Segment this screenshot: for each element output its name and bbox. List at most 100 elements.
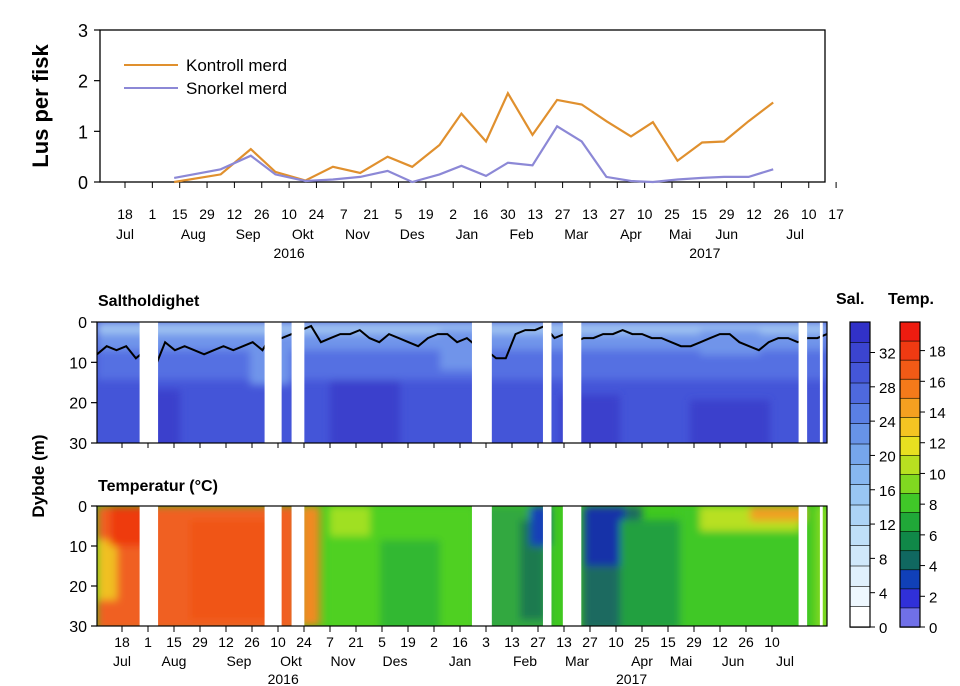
temp-x-month-label: Sep bbox=[227, 653, 252, 669]
kontroll-merd-line bbox=[174, 90, 774, 184]
temperature-colorbar-swatch bbox=[899, 340, 921, 361]
salinity-colorbar-tick-label: 12 bbox=[879, 517, 896, 534]
lice-x-tick-label: 27 bbox=[555, 206, 571, 222]
temp-x-tick-label: 21 bbox=[348, 634, 364, 650]
temp-x-month-label: Feb bbox=[513, 653, 537, 669]
salinity-colorbar-tick-label: 0 bbox=[879, 620, 887, 637]
data-gap bbox=[819, 506, 823, 626]
lice-x-tick-label: 13 bbox=[527, 206, 543, 222]
temperature-colorbar-swatch bbox=[899, 474, 921, 495]
lice-x-tick-label: 16 bbox=[473, 206, 489, 222]
temp-x-tick-label: 15 bbox=[166, 634, 182, 650]
salinity-colorbar-swatch bbox=[849, 342, 871, 364]
salinity-colorbar-tick-label: 24 bbox=[879, 414, 896, 431]
temperature-colorbar-tick-label: 18 bbox=[929, 344, 946, 361]
depth-axis-label: Dybde (m) bbox=[29, 434, 48, 517]
data-gap bbox=[471, 322, 492, 443]
temp-x-tick-label: 7 bbox=[326, 634, 334, 650]
lice-x-axis: 18 1 15 29 12 26 10 24 7 21 5 19 2 16 30 13 27 13 27 10 25 15… bbox=[116, 182, 844, 261]
temp-x-month-label: Apr bbox=[631, 653, 653, 669]
temp-x-tick-label: 18 bbox=[114, 634, 130, 650]
temp-x-tick-label: 15 bbox=[660, 634, 676, 650]
lice-y-tick-label: 0 bbox=[78, 173, 88, 193]
lice-x-tick-label: 10 bbox=[637, 206, 653, 222]
salinity-colorbar-swatch bbox=[849, 382, 871, 405]
lice-x-month-label: Jan bbox=[456, 226, 479, 242]
temperature-colorbar: Temp. 0 2 4 6 8 10 12 14 16 18 bbox=[888, 291, 946, 637]
temperature-colorbar-tick-label: 8 bbox=[929, 497, 937, 514]
lice-x-tick-label: 10 bbox=[281, 206, 297, 222]
lice-y-tick-label: 1 bbox=[78, 122, 88, 142]
temperature-colorbar-tick-label: 10 bbox=[929, 466, 946, 483]
lice-series bbox=[173, 90, 774, 184]
temperature-colorbar-swatch bbox=[899, 512, 921, 533]
temp-x-month-label: Nov bbox=[331, 653, 356, 669]
data-gap bbox=[471, 506, 492, 626]
lice-x-month-label: Mai bbox=[669, 226, 692, 242]
lice-x-tick-label: 13 bbox=[582, 206, 598, 222]
lice-x-tick-label: 26 bbox=[774, 206, 790, 222]
data-gap bbox=[562, 322, 582, 443]
temp-x-tick-label: 13 bbox=[504, 634, 520, 650]
lice-x-tick-label: 15 bbox=[692, 206, 708, 222]
temperature-colorbar-label: Temp. bbox=[888, 291, 934, 308]
lice-y-tick-label: 2 bbox=[78, 72, 88, 92]
lice-x-tick-label: 30 bbox=[500, 206, 516, 222]
temp-x-month-label: Jan bbox=[449, 653, 472, 669]
depth-tick-label: 20 bbox=[69, 396, 87, 413]
temp-x-tick-label: 2 bbox=[430, 634, 438, 650]
temperature-colorbar-swatch bbox=[899, 588, 921, 609]
lice-x-year-label: 2017 bbox=[689, 245, 720, 261]
lice-x-tick-label: 12 bbox=[746, 206, 762, 222]
lice-x-tick-label: 10 bbox=[801, 206, 817, 222]
depth-tick-label: 0 bbox=[78, 315, 87, 332]
temperature-colorbar-tick-label: 14 bbox=[929, 405, 946, 422]
temperature-colorbar-swatch bbox=[899, 455, 921, 476]
data-gap bbox=[291, 322, 305, 443]
temp-x-year-label: 2016 bbox=[268, 671, 299, 686]
depth-tick-label: 10 bbox=[69, 539, 87, 556]
salinity-colorbar-tick-label: 28 bbox=[879, 380, 896, 397]
data-gap bbox=[819, 322, 823, 443]
salinity-colorbar-swatch bbox=[849, 443, 871, 466]
lice-x-tick-label: 29 bbox=[199, 206, 215, 222]
temp-x-tick-label: 3 bbox=[482, 634, 490, 650]
lice-x-tick-label: 17 bbox=[828, 206, 844, 222]
lice-x-month-label: Jul bbox=[116, 226, 134, 242]
temperature-colorbar-swatch bbox=[899, 359, 921, 380]
temp-x-tick-label: 10 bbox=[608, 634, 624, 650]
temp-x-tick-label: 16 bbox=[452, 634, 468, 650]
temperature-colorbar-tick-label: 4 bbox=[929, 559, 937, 576]
salinity-colorbar-swatch bbox=[849, 565, 871, 588]
salinity-colorbar-swatch bbox=[849, 525, 871, 547]
lice-legend: Kontroll merd Snorkel merd bbox=[124, 56, 287, 98]
salinity-colorbar-swatch bbox=[849, 586, 871, 608]
data-gap bbox=[562, 506, 582, 626]
lice-x-tick-label: 1 bbox=[148, 206, 156, 222]
temp-x-tick-label: 13 bbox=[556, 634, 572, 650]
data-gap bbox=[139, 506, 159, 626]
salinity-colorbar-swatch bbox=[849, 606, 871, 628]
temperature-colorbar-tick-label: 2 bbox=[929, 589, 937, 606]
data-gap bbox=[291, 506, 305, 626]
temperature-gaps bbox=[139, 506, 823, 626]
lice-y-axis: 0 1 2 3 bbox=[78, 21, 100, 193]
salinity-colorbar-tick-label: 16 bbox=[879, 483, 896, 500]
temp-x-tick-label: 27 bbox=[582, 634, 598, 650]
temp-x-month-label: Jul bbox=[776, 653, 794, 669]
temp-x-tick-label: 29 bbox=[686, 634, 702, 650]
temp-x-tick-label: 12 bbox=[712, 634, 728, 650]
depth-tick-label: 10 bbox=[69, 355, 87, 372]
lice-x-tick-label: 12 bbox=[227, 206, 243, 222]
temperature-x-axis: 18 1 15 29 12 26 10 24 7 21 5 19 2 16 3 13 27 13 27 10 25 15 2… bbox=[113, 626, 794, 686]
temp-x-tick-label: 5 bbox=[378, 634, 386, 650]
lice-y-label: Lus per fisk bbox=[28, 43, 53, 167]
depth-tick-label: 30 bbox=[69, 619, 87, 636]
salinity-colorbar-swatch bbox=[849, 403, 871, 425]
depth-tick-label: 30 bbox=[69, 436, 87, 453]
temp-x-tick-label: 10 bbox=[764, 634, 780, 650]
lice-x-month-label: Aug bbox=[181, 226, 206, 242]
lice-x-month-label: Feb bbox=[510, 226, 534, 242]
temp-x-tick-label: 27 bbox=[530, 634, 546, 650]
